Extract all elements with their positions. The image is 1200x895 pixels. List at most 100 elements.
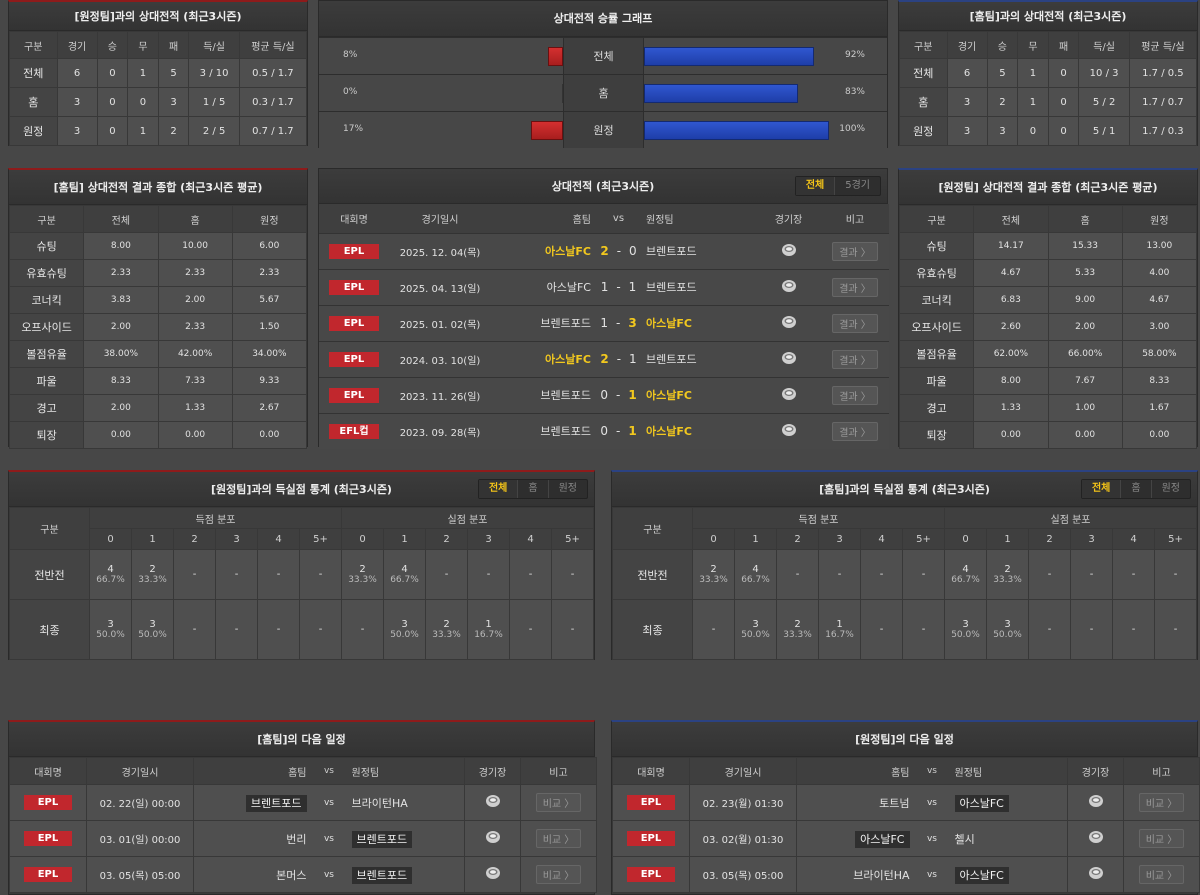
cell: 1	[127, 116, 159, 146]
row-label: 유효슈팅	[898, 259, 975, 287]
tab-2[interactable]: 원정	[1150, 480, 1190, 498]
away-win-bar	[530, 121, 563, 140]
column-header: 대회명	[612, 757, 690, 785]
compare-button[interactable]: 비교 〉	[1138, 865, 1185, 884]
tab-0[interactable]: 전체	[478, 480, 518, 498]
home-schedule-panel: [홈팀]의 다음 일정 대회명 경기일시 홈팀 vs 원정팀 경기장 비고 EPL 02. 22(…	[8, 720, 597, 895]
home-team: 아스날FC	[491, 232, 591, 269]
home-score: 2	[600, 352, 609, 366]
row-label: 퇴장	[898, 421, 975, 449]
cell: 66.00%	[1047, 340, 1123, 368]
league-badge: EFL컵	[329, 423, 379, 439]
away-team: 아스날FC	[646, 412, 756, 449]
column-header: 승	[986, 31, 1019, 59]
scored-cell: -	[299, 599, 342, 660]
row-label: 오프사이드	[8, 313, 85, 341]
column-header: 득/실	[1078, 31, 1130, 59]
row-label: 최종	[9, 599, 90, 660]
tab-2[interactable]: 원정	[547, 480, 587, 498]
cell: 8.00	[973, 367, 1049, 395]
count: -	[318, 624, 323, 635]
league-cell: EPL	[612, 856, 690, 893]
row-label: 전체	[899, 58, 948, 88]
league-badge: EPL	[329, 315, 379, 331]
stadium-icon[interactable]	[485, 831, 501, 847]
compare-button[interactable]: 비교 〉	[535, 793, 582, 812]
stadium-icon[interactable]	[781, 423, 797, 440]
league-badge: EPL	[24, 831, 72, 846]
result-button[interactable]: 결과 〉	[832, 241, 878, 261]
stadium-icon[interactable]	[1088, 867, 1104, 883]
row-label: 홈	[899, 87, 948, 117]
tab-1[interactable]: 5경기	[834, 177, 880, 195]
score-cell: 1-1	[591, 268, 646, 305]
group-header: 득점 분포	[89, 507, 342, 529]
percentage: 50.0%	[390, 630, 419, 640]
compare-button[interactable]: 비교 〉	[535, 865, 582, 884]
table-row: 원정 3 0 1 2 2 / 5 0.7 / 1.7	[9, 116, 308, 146]
count: -	[1131, 569, 1136, 580]
table-row: 퇴장 0.00 0.00 0.00	[898, 421, 1198, 449]
stadium-icon[interactable]	[781, 243, 797, 260]
table-row: 유효슈팅 2.33 2.33 2.33	[8, 259, 308, 287]
count: 2	[443, 619, 450, 630]
date-cell: 2023. 09. 28(목)	[389, 412, 491, 449]
tab-0[interactable]: 전체	[795, 177, 835, 195]
result-button[interactable]: 결과 〉	[832, 277, 878, 297]
stadium-icon[interactable]	[1088, 795, 1104, 811]
stadium-icon[interactable]	[485, 867, 501, 883]
stadium-icon[interactable]	[781, 315, 797, 332]
date-cell: 03. 01(일) 00:00	[86, 820, 194, 857]
stadium-cell	[756, 340, 821, 377]
note-cell: 결과 〉	[821, 376, 889, 413]
league-badge: EPL	[24, 867, 72, 882]
panel-header: [원정팀]과의 득실점 통계 (최근3시즌) 전체 홈 원정	[9, 472, 594, 507]
column-header: 홈팀	[193, 757, 307, 785]
result-button[interactable]: 결과 〉	[832, 349, 878, 369]
column-header: 경기장	[756, 204, 821, 233]
result-button[interactable]: 결과 〉	[832, 385, 878, 405]
column-header: 경기장	[464, 757, 521, 785]
away-win-bar	[547, 47, 563, 66]
cell: 5 / 2	[1078, 87, 1130, 117]
tab-1[interactable]: 홈	[517, 480, 547, 498]
table-row: 경고 2.00 1.33 2.67	[8, 394, 308, 422]
result-button[interactable]: 결과 〉	[832, 421, 878, 441]
vs-label: vs	[306, 856, 352, 893]
row-label: 원정	[899, 116, 948, 146]
goal-count-header: 4	[1112, 528, 1155, 550]
table-row: 코너킥 3.83 2.00 5.67	[8, 286, 308, 314]
stadium-icon[interactable]	[781, 279, 797, 296]
stadium-icon[interactable]	[781, 387, 797, 404]
stadium-icon[interactable]	[781, 351, 797, 368]
cell: 8.33	[83, 367, 159, 395]
count: 4	[401, 564, 408, 575]
vs-label: vs	[909, 820, 955, 857]
count: 3	[107, 619, 114, 630]
cell: 0	[1047, 87, 1080, 117]
compare-button[interactable]: 비교 〉	[1138, 793, 1185, 812]
cell: 2.33	[231, 259, 308, 287]
goal-count-header: 0	[89, 528, 132, 550]
tab-0[interactable]: 전체	[1081, 480, 1121, 498]
home-score: 1	[600, 280, 609, 294]
conceded-cell: -	[425, 549, 468, 600]
scored-cell: 2 33.3%	[131, 549, 174, 600]
header-row: 구분 전체 홈 원정	[8, 205, 308, 233]
tab-1[interactable]: 홈	[1120, 480, 1150, 498]
column-header: 비고	[1123, 757, 1200, 785]
stadium-icon[interactable]	[1088, 831, 1104, 847]
home-win-rate: 92%	[844, 50, 865, 60]
league-cell: EPL	[612, 784, 690, 821]
count: -	[360, 624, 365, 635]
row-label: 코너킥	[8, 286, 85, 314]
compare-button[interactable]: 비교 〉	[1138, 829, 1185, 848]
home-team: 본머스	[276, 868, 307, 882]
result-button[interactable]: 결과 〉	[832, 313, 878, 333]
league-badge: EPL	[627, 831, 675, 846]
cell: 7.67	[1047, 367, 1123, 395]
compare-button[interactable]: 비교 〉	[535, 829, 582, 848]
schedule-table: 대회명 경기일시 홈팀 vs 원정팀 경기장 비고 EPL 02. 22(일) 00:00 브렌트…	[9, 757, 597, 893]
stadium-icon[interactable]	[485, 795, 501, 811]
home-team-cell: 본머스	[193, 856, 307, 893]
